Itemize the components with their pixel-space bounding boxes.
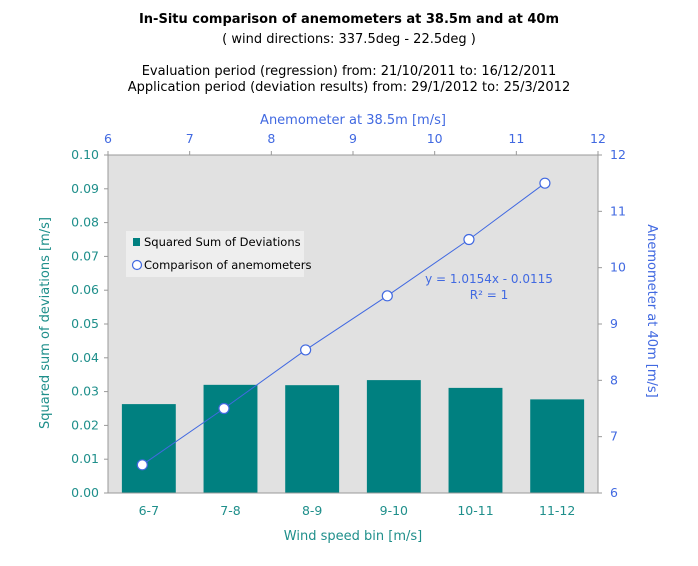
evaluation-period: Evaluation period (regression) from: 21/…	[141, 64, 557, 79]
x2-axis-title: Anemometer at 38.5m [m/s]	[260, 113, 446, 128]
y2-tick-label: 6	[610, 485, 618, 500]
comparison-line	[142, 182, 546, 466]
x-tick-label: 11-12	[539, 503, 575, 518]
x2-tick-label: 10	[427, 131, 443, 146]
chart-title: In-Situ comparison of anemometers at 38.…	[138, 12, 560, 27]
y2-tick-label: 9	[610, 316, 618, 331]
regression-equation: y = 1.0154x - 0.0115	[425, 272, 553, 286]
x2-tick-label: 8	[267, 131, 275, 146]
y-axis-title: Squared sum of deviations [m/s]	[38, 217, 53, 429]
bar-7-8	[203, 384, 258, 493]
legend-bar-swatch	[133, 238, 140, 246]
bar-10-11	[448, 387, 503, 493]
bar-6-7	[121, 404, 176, 493]
x-axis-title: Wind speed bin [m/s]	[284, 529, 422, 544]
legend-bar-label: Squared Sum of Deviations	[144, 235, 301, 249]
x-tick-label: 6-7	[139, 503, 159, 518]
comparison-point	[136, 459, 148, 471]
comparison-point	[539, 177, 551, 189]
x-tick-label: 10-11	[457, 503, 493, 518]
y2-tick-label: 7	[610, 429, 618, 444]
y-tick-label: 0.00	[71, 485, 99, 500]
bar-9-10	[366, 380, 421, 493]
y-tick-label: 0.05	[71, 316, 99, 331]
x2-tick-label: 7	[186, 131, 194, 146]
x2-tick-label: 11	[508, 131, 524, 146]
y-tick-label: 0.10	[71, 147, 99, 162]
y2-tick-label: 12	[610, 147, 626, 162]
bar-11-12	[530, 399, 585, 493]
legend-line-marker	[131, 259, 143, 271]
plot-area	[108, 155, 598, 493]
y-tick-label: 0.09	[71, 181, 99, 196]
x2-tick-label: 6	[104, 131, 112, 146]
legend-line-label: Comparison of anemometers	[144, 258, 311, 272]
y-tick-label: 0.03	[71, 384, 99, 399]
y-tick-label: 0.06	[71, 282, 99, 297]
y2-tick-label: 8	[610, 372, 618, 387]
x-tick-label: 9-10	[380, 503, 408, 518]
y-tick-label: 0.07	[71, 248, 99, 263]
application-period: Application period (deviation results) f…	[127, 80, 571, 95]
comparison-point	[381, 290, 393, 302]
y-tick-label: 0.08	[71, 215, 99, 230]
comparison-point	[463, 233, 475, 246]
x-tick-label: 7-8	[220, 503, 240, 518]
comparison-point	[300, 344, 312, 356]
y-tick-label: 0.02	[71, 417, 99, 432]
legend: Squared Sum of Deviations Comparison of …	[126, 231, 311, 277]
regression-r2: R² = 1	[470, 288, 508, 302]
x2-tick-label: 9	[349, 131, 357, 146]
x-tick-label: 8-9	[302, 503, 322, 518]
bar-8-9	[285, 385, 340, 493]
x2-tick-label: 12	[590, 131, 606, 146]
y2-tick-label: 10	[610, 260, 626, 275]
comparison-point	[218, 402, 230, 415]
y-tick-label: 0.01	[71, 451, 99, 466]
chart-subtitle: ( wind directions: 337.5deg - 22.5deg )	[222, 32, 476, 47]
y2-axis-title: Anemometer at 40m [m/s]	[644, 224, 659, 397]
y-tick-label: 0.04	[71, 350, 99, 365]
y2-tick-label: 11	[610, 203, 626, 218]
